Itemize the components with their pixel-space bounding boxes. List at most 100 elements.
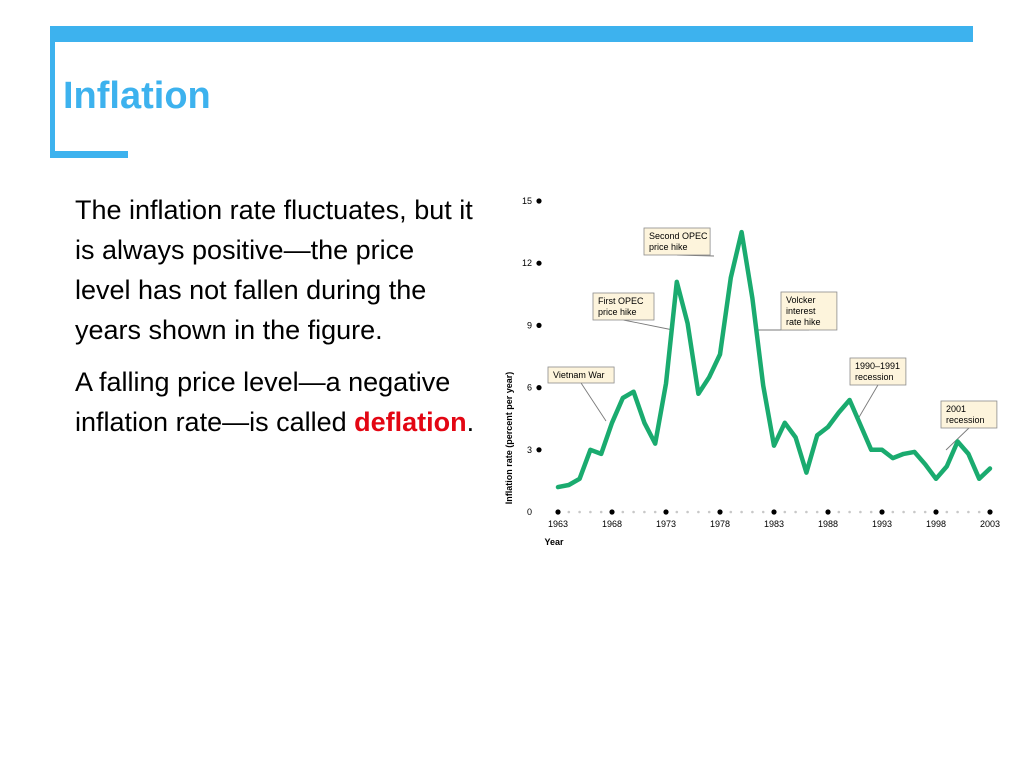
annotation-label: recession bbox=[855, 372, 894, 382]
x-axis-major-dot bbox=[825, 509, 831, 515]
x-axis-minor-dot bbox=[707, 510, 711, 514]
annotation-label: rate hike bbox=[786, 317, 821, 327]
x-axis-minor-dot bbox=[578, 510, 581, 514]
x-axis-minor-dot bbox=[675, 510, 679, 514]
y-axis-tick-dot bbox=[536, 260, 542, 266]
accent-bottom-stub bbox=[50, 151, 128, 158]
x-axis-minor-dot bbox=[815, 510, 819, 514]
x-axis-minor-dot bbox=[783, 510, 787, 514]
axis-dots bbox=[536, 198, 993, 515]
annotation-label: recession bbox=[946, 415, 985, 425]
y-tick-label: 3 bbox=[527, 445, 532, 455]
accent-left-bar bbox=[50, 26, 55, 158]
x-axis-minor-dot bbox=[686, 510, 689, 514]
x-axis-minor-dot bbox=[902, 510, 905, 514]
x-axis-minor-dot bbox=[740, 510, 743, 514]
x-tick-label: 1978 bbox=[710, 519, 730, 529]
x-axis-minor-dot bbox=[589, 510, 592, 514]
x-tick-label: 2003 bbox=[980, 519, 1000, 529]
x-axis-minor-dot bbox=[913, 510, 916, 514]
x-axis-major-dot bbox=[555, 509, 561, 515]
annotation-label: 2001 bbox=[946, 404, 966, 414]
x-axis-minor-dot bbox=[891, 510, 895, 514]
y-tick-label: 15 bbox=[522, 196, 532, 206]
annotation-label: Second OPEC bbox=[649, 231, 708, 241]
x-axis-minor-dot bbox=[945, 510, 949, 514]
x-axis-minor-dot bbox=[567, 510, 571, 514]
x-axis-minor-dot bbox=[729, 510, 733, 514]
x-axis-minor-dot bbox=[697, 510, 700, 514]
x-axis-major-dot bbox=[609, 509, 615, 515]
annotation-label: Vietnam War bbox=[553, 370, 605, 380]
inflation-series-line bbox=[555, 229, 993, 490]
annotation-label: Volcker bbox=[786, 295, 816, 305]
x-axis-minor-dot bbox=[794, 510, 797, 514]
annotation-label: price hike bbox=[649, 242, 688, 252]
annotation-box bbox=[849, 357, 907, 386]
x-axis-minor-dot bbox=[837, 510, 841, 514]
x-axis-label: Year bbox=[544, 537, 564, 547]
x-axis-minor-dot bbox=[632, 510, 635, 514]
paragraph-2-text: A falling price level—a negative inflati… bbox=[75, 367, 451, 437]
x-tick-label: 1968 bbox=[602, 519, 622, 529]
y-axis-tick-dot bbox=[536, 322, 542, 328]
x-tick-label: 1993 bbox=[872, 519, 892, 529]
annotation-box bbox=[547, 366, 615, 384]
x-tick-label: 1988 bbox=[818, 519, 838, 529]
annotation-box bbox=[780, 291, 838, 331]
x-tick-label: 1973 bbox=[656, 519, 676, 529]
y-axis-tick-dot bbox=[536, 447, 542, 453]
tick-labels: 0 3 6 9 12 15 1963 1968 1973 1978 1983 1988 1993 1998… bbox=[522, 196, 1000, 529]
y-tick-label: 12 bbox=[522, 258, 532, 268]
annotation-label: interest bbox=[786, 306, 816, 316]
x-axis-minor-dot bbox=[653, 510, 657, 514]
annotation-label: 1990–1991 bbox=[855, 361, 900, 371]
x-axis-minor-dot bbox=[751, 510, 754, 514]
x-axis-minor-dot bbox=[848, 510, 851, 514]
y-axis-label: Inflation rate (percent per year) bbox=[504, 372, 514, 505]
annotation-leader-line bbox=[623, 319, 674, 331]
x-axis-minor-dot bbox=[859, 510, 862, 514]
annotation-box bbox=[592, 292, 655, 321]
slide-body: The inflation rate fluctuates, but it is… bbox=[75, 190, 475, 454]
y-tick-label: 0 bbox=[527, 507, 532, 517]
y-axis-tick-dot bbox=[536, 385, 542, 391]
x-axis-minor-dot bbox=[643, 510, 646, 514]
series-line-layer bbox=[555, 229, 993, 490]
annotation-leader-line bbox=[945, 427, 970, 451]
x-tick-label: 1998 bbox=[926, 519, 946, 529]
slide-title: Inflation bbox=[63, 75, 211, 117]
x-axis-minor-dot bbox=[599, 510, 603, 514]
paragraph-2-period: . bbox=[466, 407, 475, 437]
x-axis-major-dot bbox=[717, 509, 723, 515]
paragraph-1: The inflation rate fluctuates, but it is… bbox=[75, 195, 473, 345]
x-axis-major-dot bbox=[771, 509, 777, 515]
x-axis-minor-dot bbox=[923, 510, 927, 514]
x-axis-major-dot bbox=[987, 509, 993, 515]
annotation-label: price hike bbox=[598, 307, 637, 317]
x-tick-label: 1963 bbox=[548, 519, 568, 529]
annotation-leader-line bbox=[580, 382, 607, 422]
inflation-chart: Inflation rate (percent per year) Year 0… bbox=[504, 196, 1000, 547]
paragraph-2: A falling price level—a negative inflati… bbox=[75, 362, 475, 442]
x-axis-minor-dot bbox=[805, 510, 808, 514]
x-axis-major-dot bbox=[879, 509, 885, 515]
annotation-leaders bbox=[580, 254, 970, 451]
accent-top-bar bbox=[50, 26, 973, 42]
x-axis-minor-dot bbox=[977, 510, 981, 514]
x-tick-label: 1983 bbox=[764, 519, 784, 529]
y-tick-label: 6 bbox=[527, 383, 532, 393]
x-axis-minor-dot bbox=[621, 510, 625, 514]
annotation-leader-line bbox=[857, 384, 879, 420]
x-axis-major-dot bbox=[933, 509, 939, 515]
deflation-keyword: deflation bbox=[354, 407, 467, 437]
x-axis-minor-dot bbox=[761, 510, 765, 514]
x-axis-minor-dot bbox=[967, 510, 970, 514]
x-axis-minor-dot bbox=[869, 510, 873, 514]
annotation-label: First OPEC bbox=[598, 296, 644, 306]
y-tick-label: 9 bbox=[527, 320, 532, 330]
x-axis-major-dot bbox=[663, 509, 669, 515]
annotation-box bbox=[940, 400, 998, 429]
y-axis-tick-dot bbox=[536, 198, 542, 204]
